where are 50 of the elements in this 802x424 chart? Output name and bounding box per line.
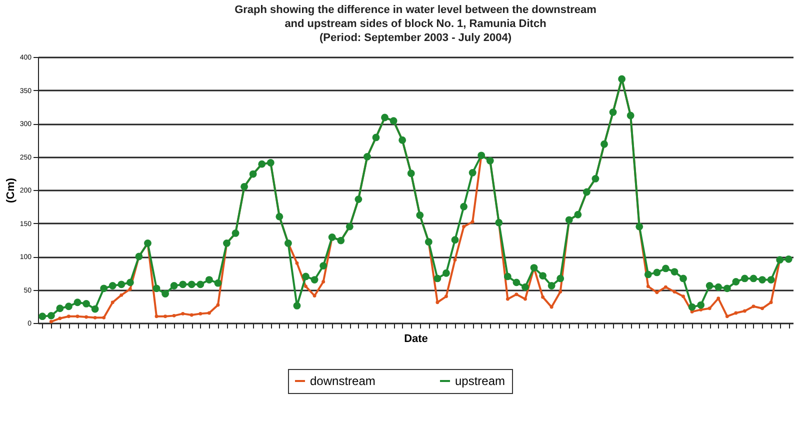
point [93,316,97,320]
point [76,314,80,318]
point [742,309,746,313]
legend-label: upstream [455,374,506,388]
point [216,303,220,307]
point [58,316,62,320]
point [312,294,316,298]
legend-label: downstream [310,374,376,388]
x-axis-title: Date [404,333,428,345]
point [664,285,668,289]
point [120,293,124,297]
point [198,312,202,316]
point [514,292,518,296]
point [110,300,114,304]
point [49,320,53,324]
point [646,284,650,288]
point [506,297,510,301]
point [322,280,326,284]
point [164,314,168,318]
point [84,315,88,319]
point [541,295,545,299]
point [558,290,562,294]
point [708,306,712,310]
point [436,300,440,304]
point [128,287,132,291]
point [102,316,106,320]
point [172,314,176,318]
point [725,314,729,318]
point [295,261,299,265]
point [181,312,185,316]
point [66,314,70,318]
point [444,294,448,298]
point [304,284,308,288]
point [154,314,158,318]
point [524,297,527,301]
point [453,258,457,262]
point [672,290,676,294]
point [470,220,474,224]
point [682,294,685,298]
point [760,306,764,310]
point [655,290,659,294]
point [550,305,554,309]
point [769,300,773,304]
point [752,304,756,308]
point [207,311,211,315]
chart-title: Graph showing the difference in water level between the downstream and upstream sides of block No. 1, Ramunia Ditch (Period: September 2003 - July 2004) [234,4,597,44]
point [734,311,738,315]
point [190,313,194,317]
y-axis-title: (Cm) [4,178,17,204]
point [462,224,466,228]
